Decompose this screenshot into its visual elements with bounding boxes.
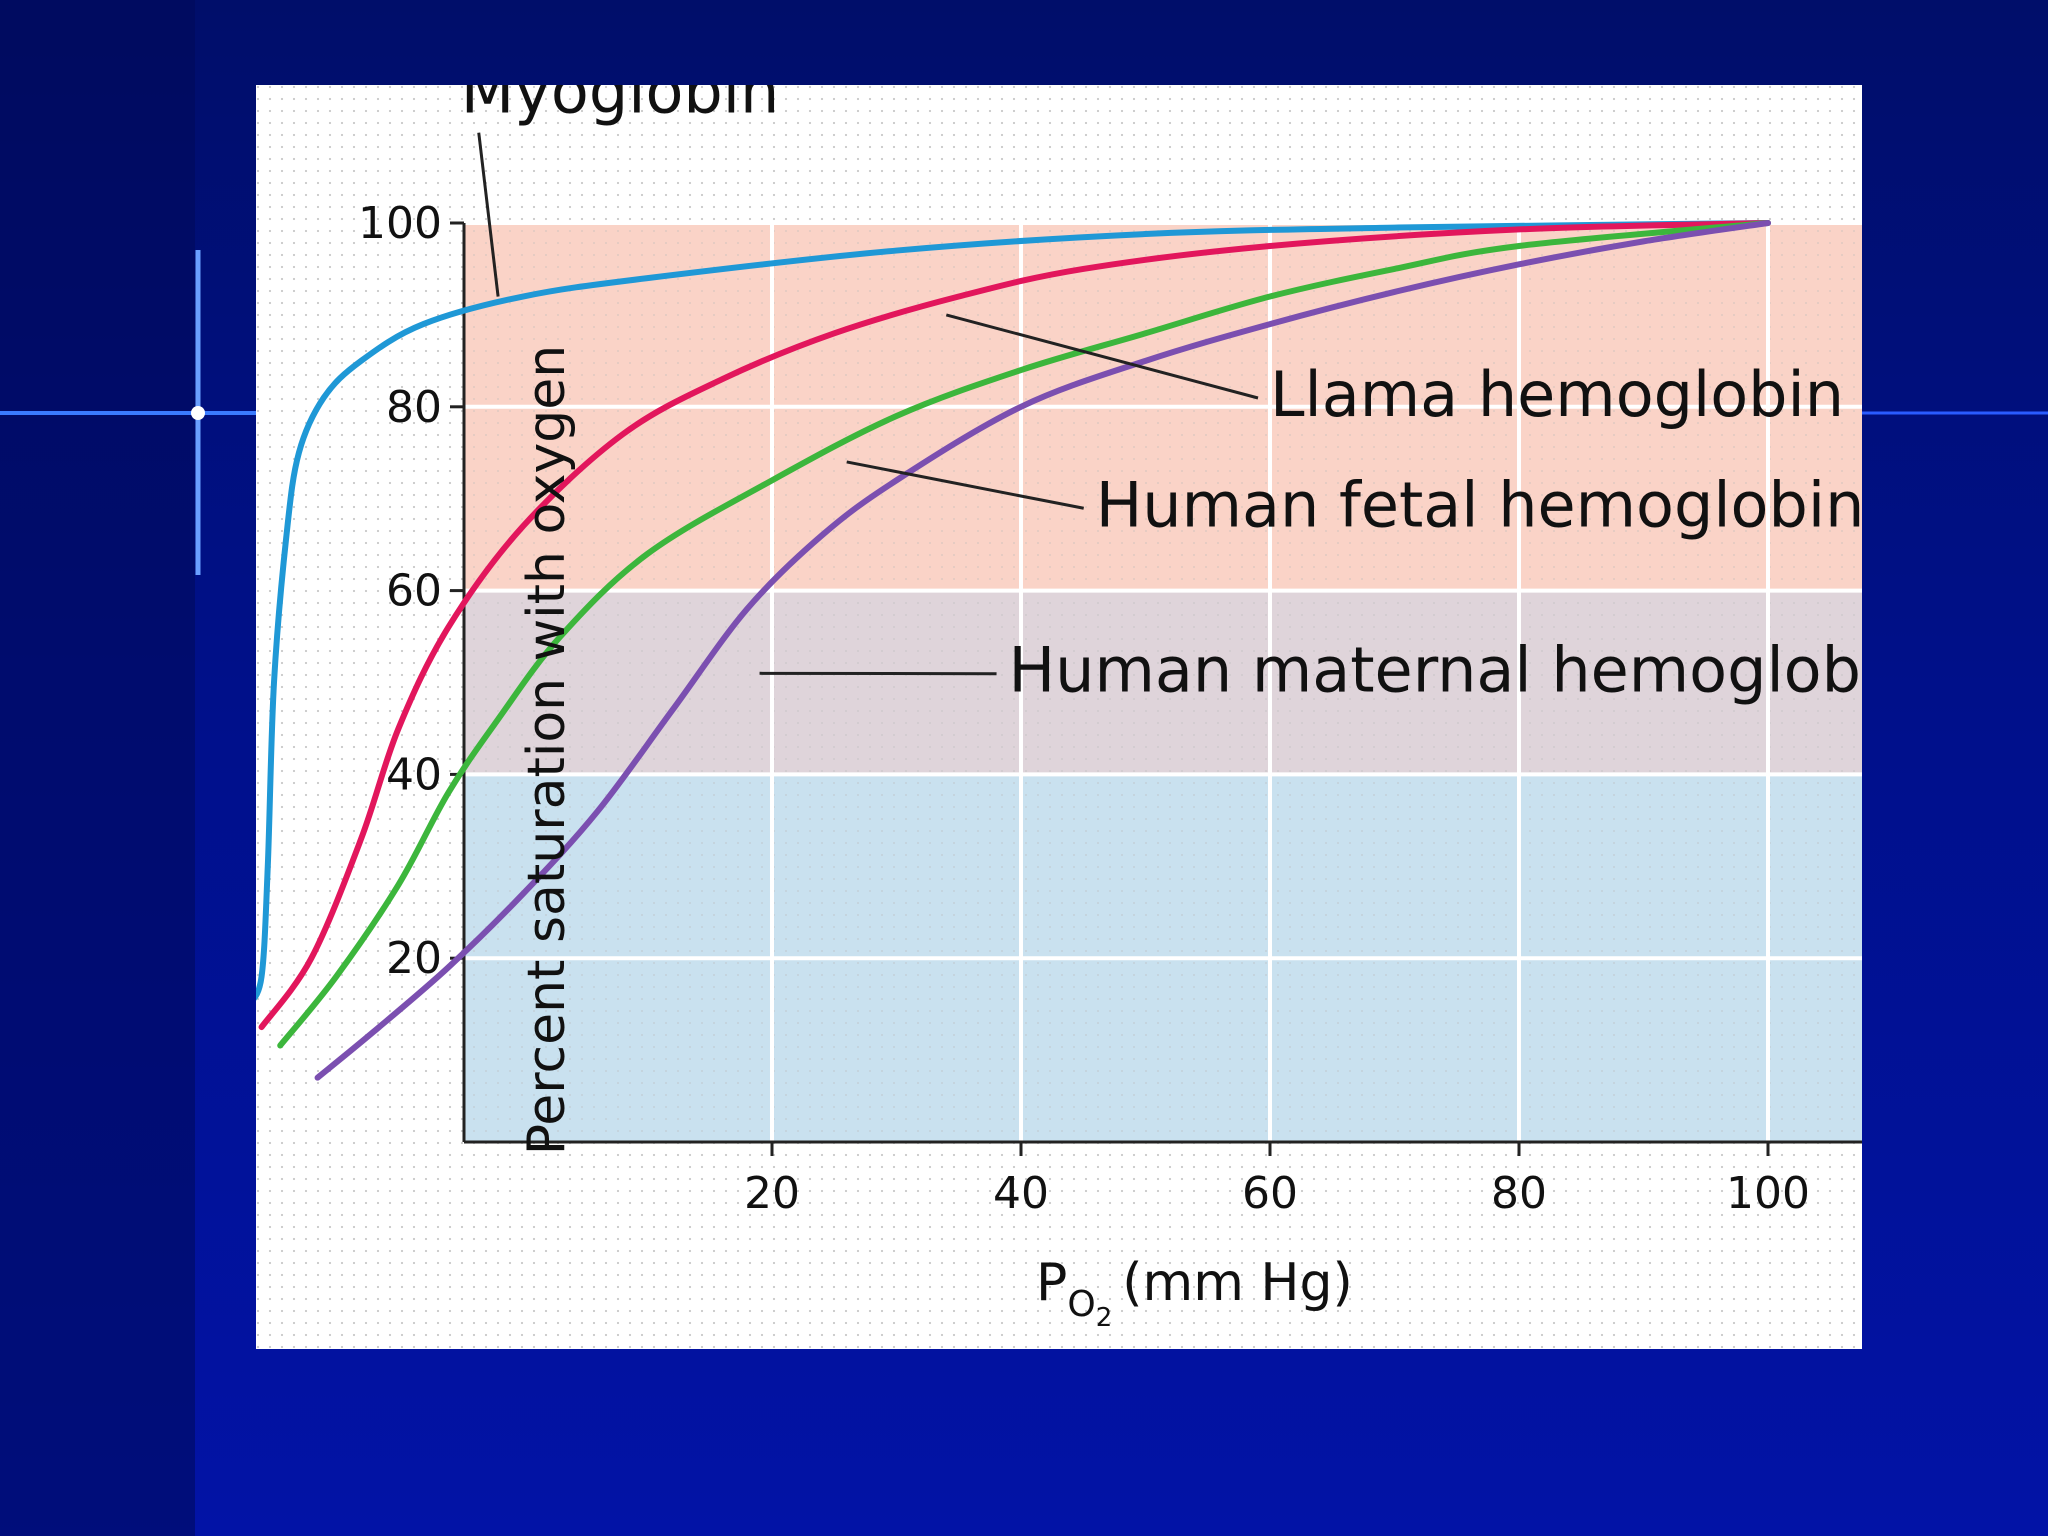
leader-line-human-fetal-hemoglobin <box>846 460 1084 510</box>
accent-sparkle <box>191 406 205 420</box>
x-axis-title-base: P <box>1036 1253 1067 1313</box>
left-panel <box>0 0 195 1536</box>
leader-line-myoglobin <box>477 132 500 297</box>
x-tick-label: 40 <box>993 1168 1049 1219</box>
series-label-myoglobin: Myoglobin <box>461 85 780 128</box>
band-dot-overlay <box>464 223 1862 1142</box>
chart-figure: 20 40 60 80 100 20 40 60 80 100 Myoglobin Llama he… <box>256 85 1862 1349</box>
series-label-human-fetal-hemoglobin: Human fetal hemoglobin <box>1096 468 1862 541</box>
x-axis-title-sub-subscript: 2 <box>1096 1303 1113 1333</box>
x-axis-title: PO2 (mm Hg) <box>1036 1253 1353 1333</box>
y-tick-label: 20 <box>386 933 442 984</box>
series-line-human-fetal-hemoglobin <box>277 220 1771 1049</box>
y-tick-label: 60 <box>386 566 442 617</box>
x-tick-label: 60 <box>1242 1168 1298 1219</box>
leader-line-llama-hemoglobin <box>945 313 1259 400</box>
x-tick-label: 20 <box>744 1168 800 1219</box>
chart-svg: 20 40 60 80 100 20 40 60 80 100 Myoglobin Llama he… <box>256 85 1862 1349</box>
series-label-llama-hemoglobin: Llama hemoglobin <box>1270 358 1844 431</box>
series-label-human-maternal-hemoglobin: Human maternal hemoglobin <box>1009 634 1862 707</box>
x-tick-label: 80 <box>1491 1168 1547 1219</box>
x-axis-title-subscript: O <box>1067 1284 1095 1325</box>
series-line-llama-hemoglobin <box>258 220 1771 1031</box>
x-tick-label: 100 <box>1726 1168 1810 1219</box>
y-tick-label: 100 <box>358 198 442 249</box>
x-axis-title-unit: (mm Hg) <box>1122 1253 1353 1313</box>
y-tick-label: 40 <box>386 749 442 800</box>
series-line-myoglobin <box>256 220 1771 1001</box>
y-axis-title: Percent saturation with oxygen <box>517 345 577 1155</box>
series-line-human-maternal-hemoglobin <box>314 220 1771 1081</box>
y-tick-label: 80 <box>386 382 442 433</box>
